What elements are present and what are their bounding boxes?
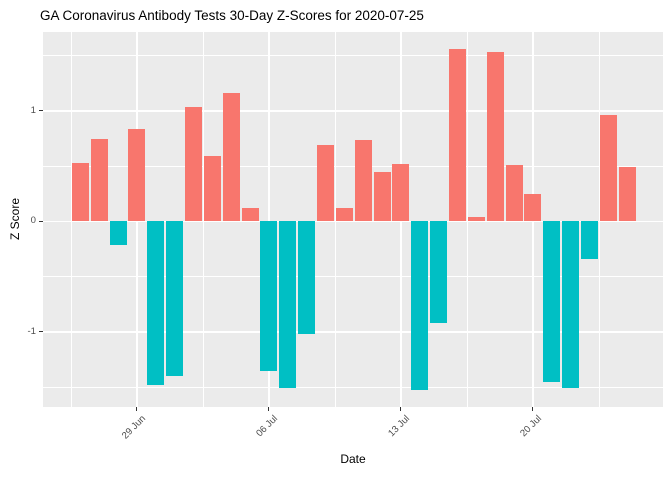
bar (317, 145, 335, 222)
x-tick-mark (532, 407, 534, 411)
bar (505, 165, 523, 222)
bar (486, 52, 504, 222)
bar (467, 217, 485, 222)
y-tick-label: 1 (30, 104, 36, 116)
gridline-y-major (43, 110, 663, 112)
bar (90, 138, 108, 222)
bar (581, 221, 599, 259)
bar (618, 167, 636, 222)
bar (279, 221, 297, 389)
bar (599, 115, 617, 222)
gridline-y-minor (43, 386, 663, 388)
bar (222, 93, 240, 222)
bar (203, 156, 221, 222)
x-tick-mark (136, 407, 138, 411)
bar (185, 106, 203, 222)
bar (354, 139, 372, 222)
gridline-x-minor (334, 32, 336, 407)
x-tick-label: 13 Jul (386, 413, 413, 440)
y-tick-label: 0 (30, 215, 36, 227)
bar (298, 221, 316, 335)
bar (128, 128, 146, 222)
bar (392, 163, 410, 222)
bar (524, 193, 542, 222)
bar (543, 221, 561, 382)
y-tick-label: -1 (27, 325, 36, 337)
bar (241, 208, 259, 222)
gridline-x-minor (202, 32, 204, 407)
gridline-x-minor (598, 32, 600, 407)
bar (260, 221, 278, 371)
gridline-x-major (268, 32, 270, 407)
x-axis-title: Date (340, 452, 366, 466)
gridline-x-minor (466, 32, 468, 407)
plot-panel (43, 32, 663, 407)
bar (147, 221, 165, 385)
bar (562, 221, 580, 389)
x-tick-label: 29 Jun (119, 413, 149, 442)
gridline-y-minor (43, 165, 663, 167)
gridline-y-major (43, 220, 663, 223)
bar (71, 162, 89, 222)
gridline-y-major (43, 331, 663, 333)
bar (373, 171, 391, 222)
chart-title: GA Coronavirus Antibody Tests 30-Day Z-S… (40, 8, 424, 23)
gridline-x-minor (70, 32, 72, 407)
bar (166, 221, 184, 377)
y-axis-title: Z Score (8, 197, 22, 241)
gridline-y-minor (43, 276, 663, 278)
bar (411, 221, 429, 391)
x-tick-label: 06 Jul (254, 413, 281, 440)
bar (109, 221, 127, 245)
bar (449, 49, 467, 222)
x-tick-label: 20 Jul (518, 413, 545, 440)
x-tick-mark (268, 407, 270, 411)
bar (335, 208, 353, 222)
gridline-y-minor (43, 55, 663, 57)
bar (430, 221, 448, 324)
x-tick-mark (400, 407, 402, 411)
